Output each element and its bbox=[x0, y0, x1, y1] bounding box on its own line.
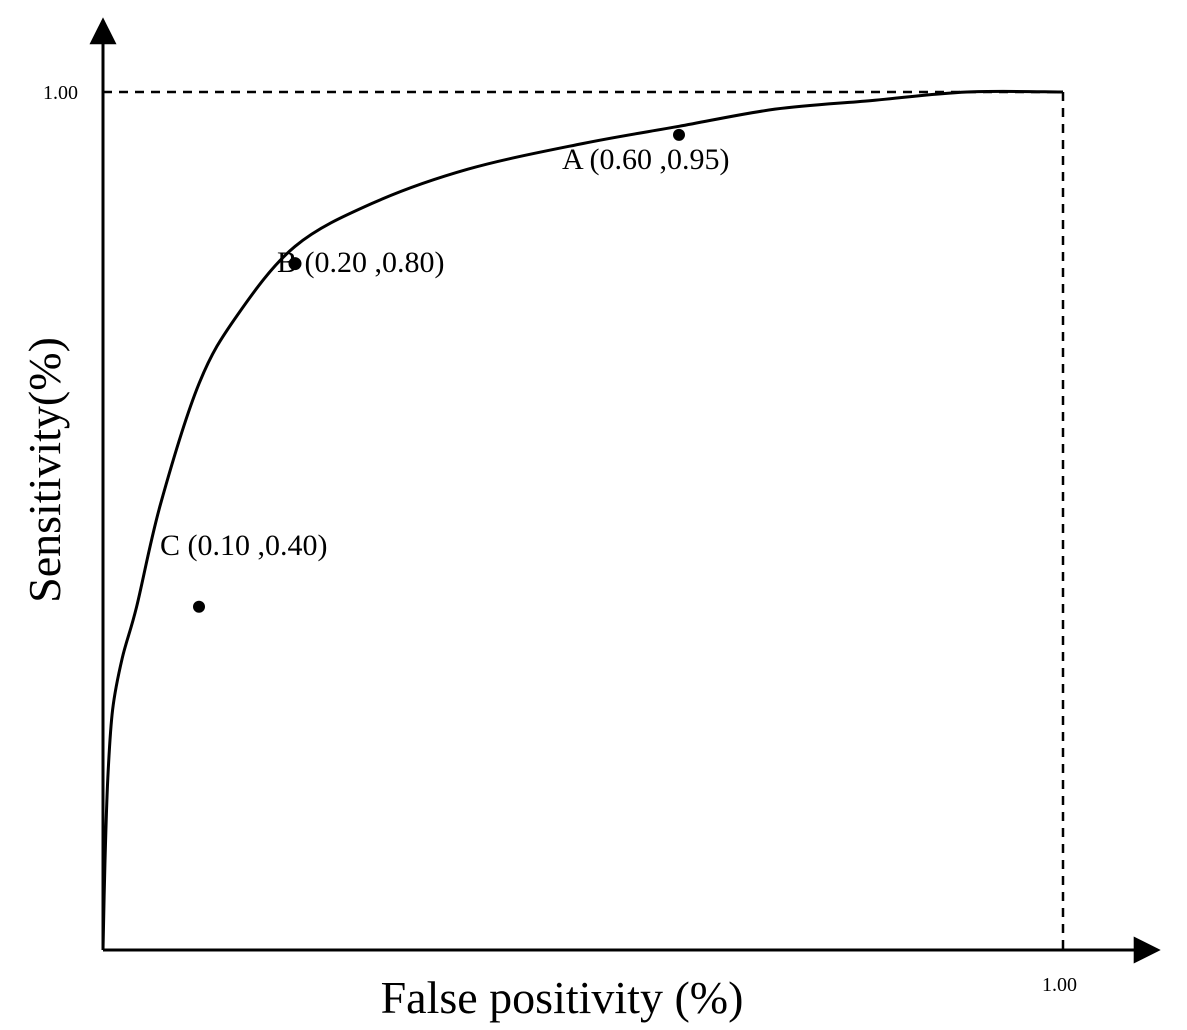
y-axis-title: Sensitivity(%) bbox=[19, 337, 70, 603]
roc-curve bbox=[101, 89, 1064, 951]
point-b bbox=[288, 257, 302, 271]
y-tick-label: 1.00 bbox=[43, 82, 78, 104]
point-b-label: B (0.20 ,0.80) bbox=[277, 246, 445, 279]
x-tick-label: 1.00 bbox=[1042, 974, 1077, 996]
point-c-label: C (0.10 ,0.40) bbox=[160, 529, 328, 562]
point-a-label: A (0.60 ,0.95) bbox=[562, 143, 730, 176]
x-axis-title: False positivity (%) bbox=[381, 972, 744, 1023]
point-a bbox=[673, 128, 685, 141]
point-c bbox=[193, 600, 205, 613]
